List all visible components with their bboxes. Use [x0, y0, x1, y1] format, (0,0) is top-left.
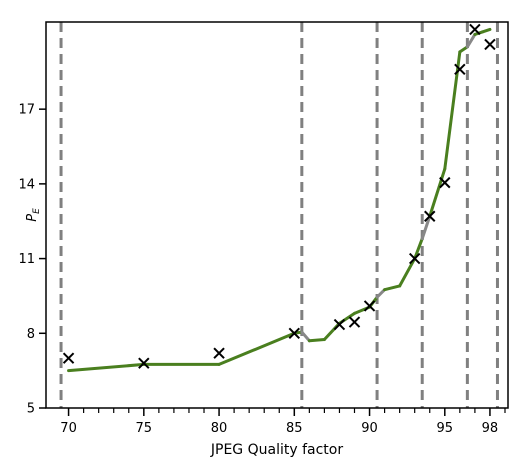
x-tick-label: 85	[286, 421, 303, 436]
line-segment-transition	[300, 330, 311, 343]
x-marker-stroke	[484, 38, 496, 51]
axes-layer: 70 75 80 85 90 95 98 5 8 11 14 17	[18, 103, 506, 436]
x-marker	[348, 316, 361, 328]
y-tick-label: 14	[18, 177, 35, 192]
x-marker-stroke	[424, 210, 436, 222]
x-tick-label: 75	[136, 421, 153, 436]
x-marker	[424, 210, 436, 222]
x-marker	[454, 63, 466, 76]
x-marker-stroke	[408, 252, 421, 265]
x-marker	[288, 327, 301, 339]
y-axis-label-main: P	[25, 214, 40, 222]
line-segment-transition	[420, 214, 432, 241]
line-segment	[383, 284, 402, 292]
x-tick-label: 80	[211, 421, 228, 436]
line-segment	[480, 27, 492, 34]
line-segment	[443, 50, 462, 171]
y-axis-label-subscript: E	[32, 208, 42, 214]
x-marker-stroke	[138, 357, 150, 369]
x-marker	[363, 300, 376, 312]
x-marker-stroke	[288, 327, 301, 339]
x-marker	[138, 357, 150, 369]
x-marker-stroke	[454, 63, 466, 76]
line-segment	[307, 338, 326, 343]
line-segment	[458, 45, 469, 54]
plot-layer	[59, 22, 499, 408]
plot-frame	[45, 21, 509, 409]
x-tick-label: 98	[482, 421, 499, 436]
x-marker	[213, 347, 225, 359]
x-marker	[469, 23, 481, 36]
x-axis-label: JPEG Quality factor	[210, 442, 343, 458]
x-marker-stroke	[439, 176, 451, 189]
x-marker	[408, 252, 421, 265]
line-segment-transition	[465, 32, 477, 49]
y-axis-label: PE	[25, 208, 42, 222]
line-segment	[67, 362, 146, 373]
x-marker	[333, 318, 346, 331]
x-tick-label: 90	[361, 421, 378, 436]
x-marker	[439, 176, 451, 189]
line-segment	[428, 167, 447, 218]
x-marker-stroke	[62, 352, 75, 364]
y-tick-label: 17	[18, 103, 35, 118]
y-tick-label: 11	[18, 252, 35, 267]
x-marker	[62, 352, 75, 364]
line-segment	[413, 237, 424, 261]
x-marker-stroke	[333, 318, 346, 331]
line-segment	[398, 257, 417, 288]
y-tick-label: 8	[27, 327, 35, 342]
line-segment	[217, 331, 296, 366]
x-marker-stroke	[363, 300, 376, 312]
x-tick-label: 95	[437, 421, 454, 436]
x-marker	[484, 38, 496, 51]
y-tick-label: 5	[27, 402, 35, 417]
x-tick-label: 70	[60, 421, 77, 436]
x-marker-stroke	[213, 347, 225, 359]
line-segment-transition	[375, 288, 387, 299]
x-marker-stroke	[469, 23, 481, 36]
x-marker-stroke	[348, 316, 361, 328]
